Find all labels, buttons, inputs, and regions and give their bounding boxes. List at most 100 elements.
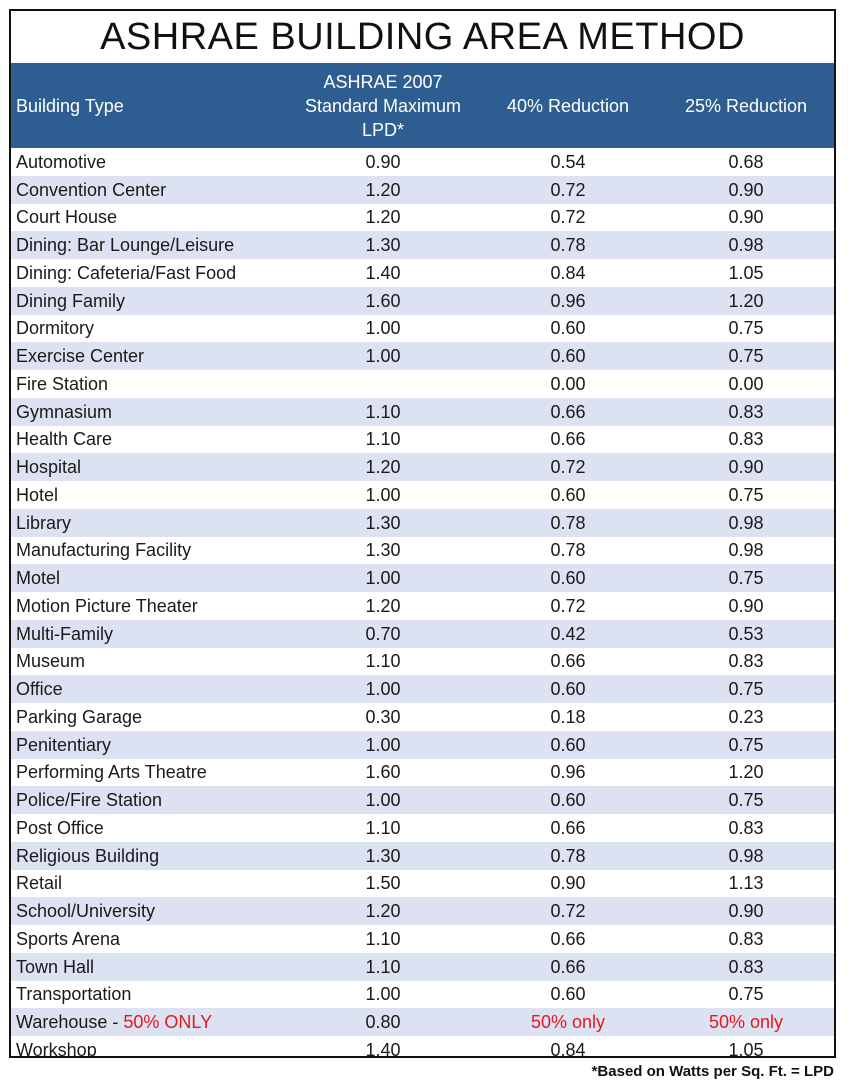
table-row: Motion Picture Theater 1.20 0.72 0.90: [11, 592, 834, 620]
reduction-25-cell: 0.00: [658, 370, 834, 398]
building-type-label: Motel: [16, 568, 61, 589]
building-type-label: Warehouse -: [16, 1012, 124, 1033]
standard-lpd-cell: 1.10: [288, 397, 478, 426]
reduction-25-cell: 0.75: [658, 314, 834, 343]
building-type-label: Dining: Bar Lounge/Leisure: [16, 235, 235, 256]
reduction-25-cell: 0.75: [658, 481, 834, 509]
reduction-40-cell: 0.60: [478, 314, 658, 343]
building-type-label: Retail: [16, 873, 63, 894]
header-standard-line1: ASHRAE 2007: [323, 71, 443, 92]
building-type-label: Exercise Center: [16, 346, 145, 367]
building-type-label: Police/Fire Station: [16, 790, 163, 811]
building-type-label: Parking Garage: [16, 706, 143, 727]
building-type-label: Transportation: [16, 984, 132, 1005]
building-type-label: Gymnasium: [16, 401, 113, 422]
reduction-25-cell: 0.53: [658, 619, 834, 648]
building-type-label: Performing Arts Theatre: [16, 762, 207, 783]
reduction-40-cell: 0.72: [478, 453, 658, 481]
standard-lpd-cell: 1.30: [288, 231, 478, 259]
building-type-cell: Health Care: [11, 425, 288, 454]
standard-lpd-cell: 1.30: [288, 508, 478, 537]
reduction-25-cell: 0.83: [658, 397, 834, 426]
reduction-40-cell: 0.60: [478, 675, 658, 703]
reduction-40-cell: 0.78: [478, 508, 658, 537]
reduction-40-cell: 0.78: [478, 841, 658, 870]
table-row: Religious Building 1.30 0.78 0.98: [11, 841, 834, 870]
reduction-40-cell: 0.72: [478, 592, 658, 620]
building-type-cell: Dormitory: [11, 314, 288, 343]
reduction-40-cell: 0.66: [478, 925, 658, 953]
building-type-label: Hospital: [16, 457, 82, 478]
table-row: Penitentiary 1.00 0.60 0.75: [11, 730, 834, 759]
standard-lpd-cell: 1.10: [288, 925, 478, 953]
standard-lpd-cell: 1.20: [288, 897, 478, 925]
table-row: Health Care 1.10 0.66 0.83: [11, 425, 834, 454]
table-row: Gymnasium 1.10 0.66 0.83: [11, 397, 834, 426]
reduction-40-cell: 0.60: [478, 980, 658, 1009]
reduction-25-cell: 0.98: [658, 536, 834, 565]
reduction-40-cell: 0.66: [478, 397, 658, 426]
table-frame: ASHRAE BUILDING AREA METHOD Building Typ…: [9, 9, 836, 1058]
building-type-label: Motion Picture Theater: [16, 595, 198, 616]
table-header: Building Type ASHRAE 2007 Standard Maxim…: [11, 63, 834, 148]
standard-lpd-cell: 0.80: [288, 1008, 478, 1036]
standard-lpd-cell: 1.00: [288, 730, 478, 759]
table-row: Workshop 1.40 0.84 1.05: [11, 1036, 834, 1058]
building-type-cell: Parking Garage: [11, 703, 288, 731]
building-type-cell: Gymnasium: [11, 397, 288, 426]
table-row: Hospital 1.20 0.72 0.90: [11, 453, 834, 481]
reduction-25-cell: 1.20: [658, 286, 834, 315]
table-body: Automotive 0.90 0.54 0.68 Convention Center 1…: [11, 148, 834, 1058]
building-type-cell: Multi-Family: [11, 619, 288, 648]
reduction-40-cell: 0.00: [478, 370, 658, 398]
reduction-25-cell: 0.90: [658, 175, 834, 204]
standard-lpd-cell: 1.30: [288, 841, 478, 870]
standard-lpd-cell: [288, 370, 478, 398]
standard-lpd-cell: 1.00: [288, 980, 478, 1009]
reduction-40-cell: 0.66: [478, 952, 658, 981]
standard-lpd-cell: 1.10: [288, 647, 478, 676]
header-25-reduction: 25% Reduction: [658, 63, 834, 148]
building-type-cell: Museum: [11, 647, 288, 676]
reduction-40-cell: 0.54: [478, 148, 658, 176]
table-row: Dining: Bar Lounge/Leisure 1.30 0.78 0.98: [11, 231, 834, 259]
building-type-cell: Transportation: [11, 980, 288, 1009]
building-type-label: Office: [16, 679, 63, 700]
reduction-25-cell: 1.05: [658, 259, 834, 287]
standard-lpd-cell: 1.10: [288, 814, 478, 842]
table-row: Parking Garage 0.30 0.18 0.23: [11, 703, 834, 731]
reduction-25-cell: 1.20: [658, 758, 834, 787]
building-type-cell: Convention Center: [11, 175, 288, 204]
reduction-25-cell: 1.05: [658, 1036, 834, 1056]
building-type-cell: Office: [11, 675, 288, 703]
reduction-25-cell: 0.98: [658, 841, 834, 870]
reduction-40-cell: 0.78: [478, 536, 658, 565]
building-type-label: Automotive: [16, 151, 107, 172]
building-type-label: Post Office: [16, 817, 104, 838]
building-type-label: Dormitory: [16, 318, 95, 339]
reduction-40-cell: 0.18: [478, 703, 658, 731]
building-type-cell: Workshop: [11, 1036, 288, 1058]
building-type-cell: Retail: [11, 869, 288, 898]
table-row: Manufacturing Facility 1.30 0.78 0.98: [11, 536, 834, 565]
table-row: Police/Fire Station 1.00 0.60 0.75: [11, 786, 834, 814]
standard-lpd-cell: 1.00: [288, 786, 478, 814]
table-row: Library 1.30 0.78 0.98: [11, 508, 834, 537]
reduction-40-cell: 50% only: [478, 1008, 658, 1036]
table-row: Court House 1.20 0.72 0.90: [11, 203, 834, 232]
building-type-label: Library: [16, 512, 72, 533]
reduction-25-cell: 0.83: [658, 925, 834, 953]
table-row: Sports Arena 1.10 0.66 0.83: [11, 925, 834, 953]
building-type-cell: Performing Arts Theatre: [11, 758, 288, 787]
standard-lpd-cell: 1.30: [288, 536, 478, 565]
building-type-label: Workshop: [16, 1039, 97, 1058]
header-standard-line2: Standard Maximum: [304, 95, 462, 116]
reduction-40-cell: 0.72: [478, 897, 658, 925]
standard-lpd-cell: 1.60: [288, 286, 478, 315]
table-row: Town Hall 1.10 0.66 0.83: [11, 952, 834, 981]
reduction-40-cell: 0.66: [478, 425, 658, 454]
building-type-cell: Automotive: [11, 148, 288, 176]
reduction-40-cell: 0.72: [478, 175, 658, 204]
reduction-40-cell: 0.66: [478, 647, 658, 676]
standard-lpd-cell: 1.00: [288, 342, 478, 370]
